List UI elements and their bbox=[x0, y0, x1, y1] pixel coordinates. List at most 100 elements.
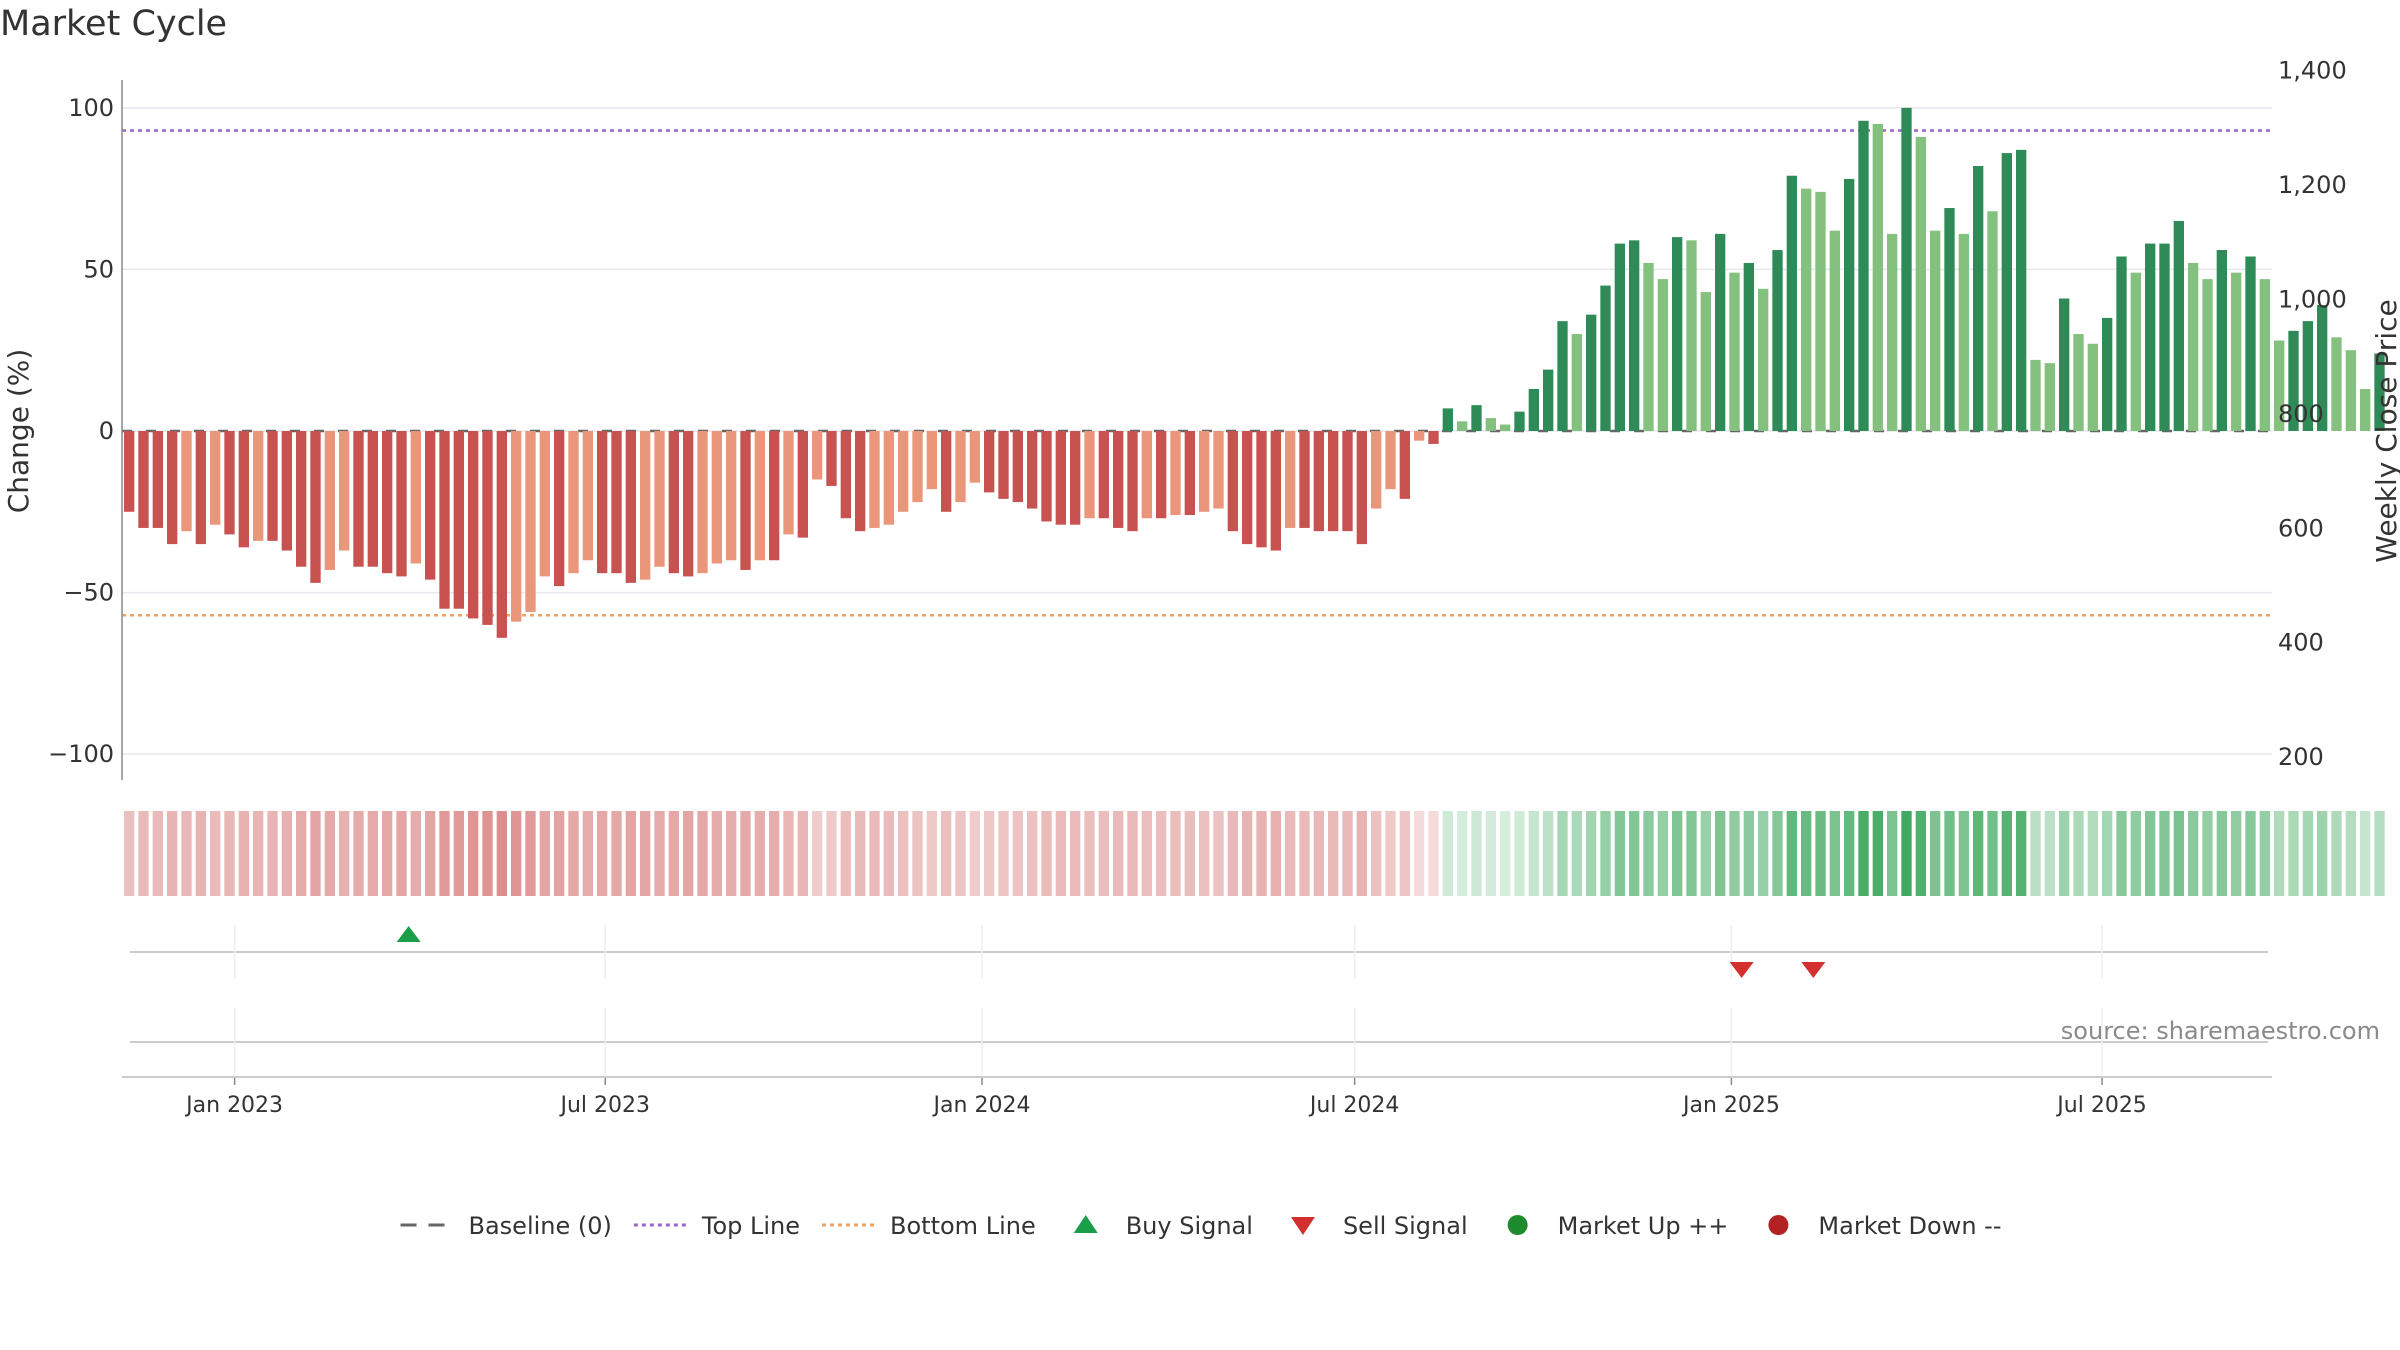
bar-week-78 bbox=[1227, 431, 1238, 532]
heat-cell-week-27 bbox=[496, 811, 507, 896]
heat-cell-week-18 bbox=[367, 811, 378, 896]
heat-cell-week-32 bbox=[568, 811, 579, 896]
sell-signal-marker bbox=[1801, 962, 1826, 978]
bar-week-114 bbox=[1743, 262, 1754, 431]
bar-week-119 bbox=[1815, 191, 1826, 431]
legend-item-1: Top Line bbox=[633, 1212, 800, 1240]
bar-week-144 bbox=[2173, 220, 2184, 431]
bar-week-138 bbox=[2087, 343, 2098, 431]
bar-week-43 bbox=[726, 431, 737, 561]
heat-cell-week-14 bbox=[310, 811, 321, 896]
bar-week-4 bbox=[167, 431, 178, 545]
bar-week-53 bbox=[869, 431, 880, 528]
bar-week-124 bbox=[1887, 233, 1898, 431]
bar-week-112 bbox=[1715, 233, 1726, 431]
heat-cell-week-42 bbox=[711, 811, 722, 896]
bar-week-147 bbox=[2216, 250, 2227, 431]
x-tick-label: Jan 2023 bbox=[184, 1093, 283, 1118]
bar-week-17 bbox=[353, 431, 364, 567]
heat-cell-week-37 bbox=[640, 811, 651, 896]
buy-signal-marker bbox=[396, 926, 421, 942]
heat-cell-week-70 bbox=[1113, 811, 1124, 896]
heat-cell-week-41 bbox=[697, 811, 708, 896]
heat-cell-week-151 bbox=[2274, 811, 2285, 896]
heat-cell-week-66 bbox=[1055, 811, 1066, 896]
bar-week-42 bbox=[711, 431, 722, 564]
heat-cell-week-17 bbox=[353, 811, 364, 896]
y2-tick-label: 1,200 bbox=[2278, 171, 2347, 199]
heat-cell-week-38 bbox=[654, 811, 665, 896]
heat-cell-week-31 bbox=[554, 811, 565, 896]
market-panel: source: sharemaestro.com bbox=[130, 1008, 2380, 1078]
legend-label: Buy Signal bbox=[1126, 1212, 1253, 1240]
y2-tick-label: 600 bbox=[2278, 514, 2324, 542]
bar-week-72 bbox=[1141, 431, 1152, 519]
heat-cell-week-16 bbox=[339, 811, 350, 896]
heat-cell-week-107 bbox=[1643, 811, 1654, 896]
heat-cell-week-1 bbox=[124, 811, 135, 896]
bar-week-69 bbox=[1098, 431, 1109, 519]
bar-week-125 bbox=[1901, 107, 1912, 431]
heat-cell-week-140 bbox=[2116, 811, 2127, 896]
legend-item-4: Sell Signal bbox=[1290, 1212, 1468, 1240]
heat-cell-week-19 bbox=[382, 811, 393, 896]
heat-cell-week-141 bbox=[2130, 811, 2141, 896]
heat-cell-week-152 bbox=[2288, 811, 2299, 896]
y2-tick-label: 1,400 bbox=[2278, 57, 2347, 85]
bar-week-113 bbox=[1729, 272, 1740, 431]
y2-tick-label: 400 bbox=[2278, 629, 2324, 657]
x-tick-label: Jul 2024 bbox=[1308, 1093, 1400, 1118]
heat-cell-week-83 bbox=[1299, 811, 1310, 896]
heat-cell-week-111 bbox=[1700, 811, 1711, 896]
legend-label: Top Line bbox=[701, 1212, 800, 1240]
bar-week-157 bbox=[2360, 388, 2371, 431]
heat-cell-week-43 bbox=[726, 811, 737, 896]
heat-cell-week-68 bbox=[1084, 811, 1095, 896]
heat-cell-week-20 bbox=[396, 811, 407, 896]
bar-week-85 bbox=[1328, 431, 1339, 532]
y2-tick-label: 200 bbox=[2278, 743, 2324, 771]
heat-cell-week-35 bbox=[611, 811, 622, 896]
heat-cell-week-29 bbox=[525, 811, 536, 896]
bar-week-154 bbox=[2317, 304, 2328, 431]
heat-cell-week-145 bbox=[2188, 811, 2199, 896]
heat-cell-week-24 bbox=[453, 811, 464, 896]
heat-cell-week-22 bbox=[425, 811, 436, 896]
bars bbox=[124, 107, 2385, 638]
bar-week-77 bbox=[1213, 431, 1224, 509]
bar-week-50 bbox=[826, 431, 837, 486]
bar-week-9 bbox=[238, 431, 249, 548]
bar-week-76 bbox=[1199, 431, 1210, 512]
heat-cell-week-134 bbox=[2030, 811, 2041, 896]
heat-cell-week-97 bbox=[1500, 811, 1511, 896]
heat-cell-week-116 bbox=[1772, 811, 1783, 896]
heat-cell-week-51 bbox=[840, 811, 851, 896]
heat-cell-week-146 bbox=[2202, 811, 2213, 896]
bar-week-64 bbox=[1027, 431, 1038, 509]
bar-week-29 bbox=[525, 431, 536, 612]
bar-week-26 bbox=[482, 431, 493, 625]
heat-cell-week-54 bbox=[883, 811, 894, 896]
heat-cell-week-96 bbox=[1485, 811, 1496, 896]
heat-cell-week-135 bbox=[2044, 811, 2055, 896]
bar-week-139 bbox=[2102, 317, 2113, 431]
bar-week-3 bbox=[152, 431, 163, 528]
bar-week-94 bbox=[1457, 421, 1468, 431]
heat-cell-week-11 bbox=[267, 811, 278, 896]
heat-cell-week-114 bbox=[1743, 811, 1754, 896]
bar-week-24 bbox=[453, 431, 464, 609]
bar-week-25 bbox=[468, 431, 479, 619]
heat-cell-week-50 bbox=[826, 811, 837, 896]
heat-strip bbox=[124, 811, 2385, 896]
bar-week-7 bbox=[210, 431, 221, 525]
heat-cell-week-82 bbox=[1285, 811, 1296, 896]
bar-week-75 bbox=[1184, 431, 1195, 516]
legend-label: Sell Signal bbox=[1343, 1212, 1468, 1240]
heat-cell-week-78 bbox=[1227, 811, 1238, 896]
bar-week-79 bbox=[1242, 431, 1253, 545]
bar-week-35 bbox=[611, 431, 622, 574]
bar-week-145 bbox=[2188, 262, 2199, 431]
heat-cell-week-44 bbox=[740, 811, 751, 896]
bar-week-140 bbox=[2116, 256, 2127, 431]
heat-cell-week-95 bbox=[1471, 811, 1482, 896]
